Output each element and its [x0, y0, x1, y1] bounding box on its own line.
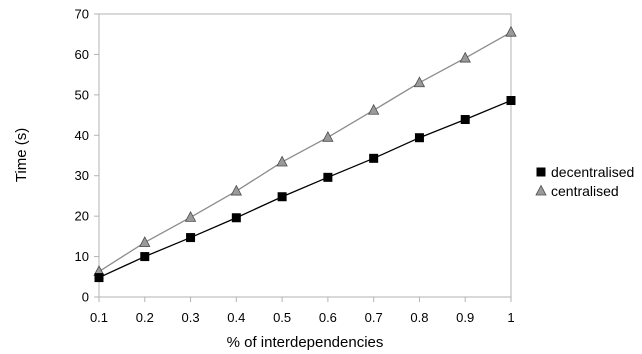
data-point-decentralised	[414, 133, 424, 143]
x-tick-label: 0.3	[182, 310, 200, 325]
data-point-decentralised	[506, 96, 516, 106]
data-point-centralised	[505, 25, 517, 37]
y-tick-label: 60	[75, 47, 89, 62]
legend-marker-decentralised	[536, 167, 546, 177]
x-axis-title: % of interdependencies	[227, 334, 384, 351]
x-tick-label: 0.6	[319, 310, 337, 325]
x-tick-label: 0.4	[227, 310, 245, 325]
x-tick-label: 0.2	[136, 310, 154, 325]
series-layer	[93, 25, 517, 283]
y-axis-title: Time (s)	[13, 128, 30, 182]
data-point-decentralised	[277, 192, 287, 202]
data-point-centralised	[459, 51, 471, 63]
data-point-decentralised	[94, 273, 104, 283]
legend-label-decentralised: decentralised	[551, 164, 634, 180]
y-tick-label: 50	[75, 87, 89, 102]
legend-label-centralised: centralised	[551, 183, 619, 199]
y-tick-label: 40	[75, 128, 89, 143]
x-tick-label: 1	[507, 310, 514, 325]
data-point-decentralised	[140, 252, 150, 262]
data-point-centralised	[230, 184, 242, 196]
x-axis: 0.1 0.2 0.3 0.4 0.5 0.6 0.7 0.8 0.9 1	[90, 297, 515, 325]
y-axis: 0 10 20 30 40 50 60 70	[75, 7, 99, 305]
series-decentralised	[94, 96, 516, 283]
x-tick-label: 0.5	[273, 310, 291, 325]
data-point-centralised	[139, 236, 151, 247]
series-line-centralised	[98, 31, 512, 273]
y-tick-label: 20	[75, 209, 89, 224]
series-centralised	[93, 25, 517, 276]
y-tick-label: 10	[75, 249, 89, 264]
x-tick-label: 0.7	[365, 310, 383, 325]
y-tick-label: 30	[75, 168, 89, 183]
legend-marker-centralised	[535, 184, 547, 196]
plot-area	[98, 13, 512, 298]
series-line-decentralised	[98, 99, 512, 279]
y-tick-label: 70	[75, 7, 89, 22]
data-point-decentralised	[460, 115, 470, 125]
data-point-decentralised	[369, 153, 379, 163]
data-point-centralised	[413, 76, 426, 88]
data-point-centralised	[184, 210, 197, 222]
data-point-centralised	[322, 130, 334, 142]
data-point-centralised	[276, 155, 288, 167]
data-point-decentralised	[323, 172, 333, 182]
data-point-decentralised	[231, 213, 241, 223]
data-point-decentralised	[186, 233, 196, 243]
x-tick-label: 0.8	[410, 310, 428, 325]
x-tick-label: 0.1	[90, 310, 108, 325]
data-point-centralised	[368, 103, 380, 115]
x-tick-label: 0.9	[456, 310, 474, 325]
y-tick-label: 0	[82, 290, 89, 305]
legend: decentralised centralised	[535, 164, 634, 199]
